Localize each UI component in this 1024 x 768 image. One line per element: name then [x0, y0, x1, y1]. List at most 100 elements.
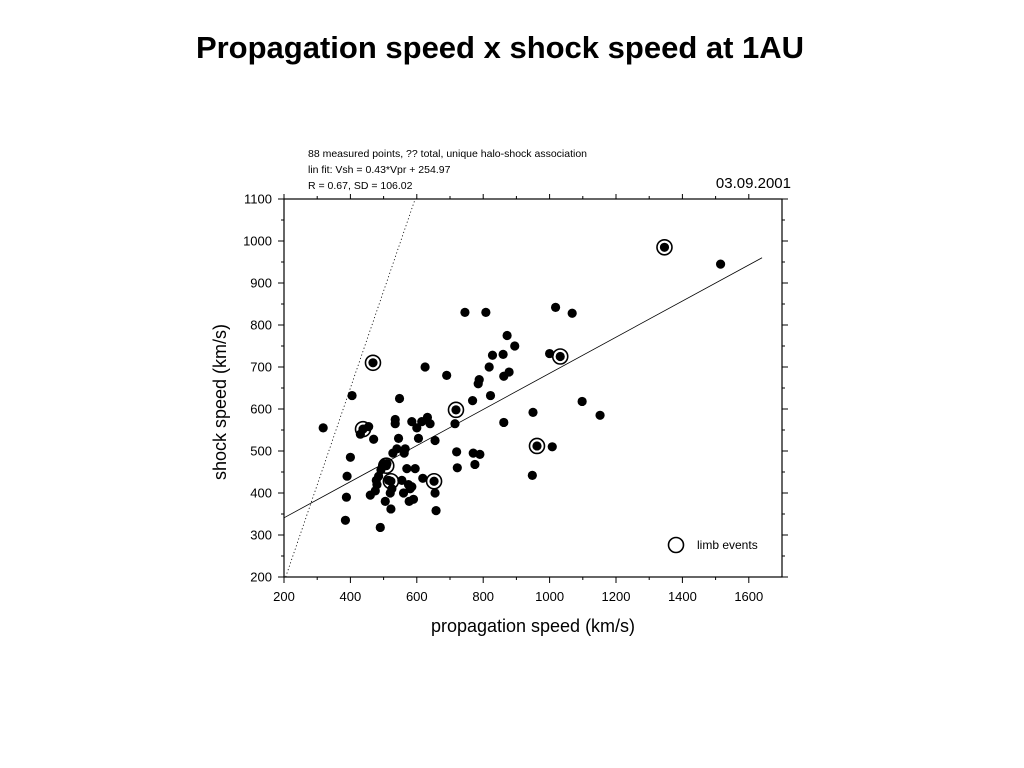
data-points [318, 239, 726, 533]
data-point [369, 434, 379, 444]
limb-event-ring [447, 401, 465, 419]
data-point [430, 435, 440, 446]
fit-lines [283, 198, 763, 578]
data-point [577, 396, 587, 407]
x-axis-label: propagation speed (km/s) [431, 616, 635, 636]
limb-event-ring [656, 239, 673, 256]
data-point [342, 471, 352, 481]
limb-event-point [358, 424, 368, 434]
y-tick-label: 900 [250, 276, 272, 291]
data-point [450, 419, 460, 429]
data-point [413, 433, 424, 443]
data-point [567, 308, 577, 318]
data-point [547, 442, 557, 452]
data-point [470, 459, 480, 470]
data-point [425, 419, 435, 429]
y-tick-label: 600 [250, 402, 272, 417]
note-measured-points: 88 measured points, ?? total, unique hal… [308, 148, 588, 160]
limb-event-ring [528, 437, 546, 455]
y-tick-label: 500 [250, 444, 272, 459]
legend: limb events [667, 536, 758, 554]
limb-event-ring [382, 472, 400, 490]
y-tick-label: 1000 [243, 234, 272, 249]
y-tick-label: 800 [250, 318, 272, 333]
data-point [528, 407, 538, 417]
tick-labels: 200 400 600 800 1000 1200 1400 1600 200 300 400 500… [243, 192, 763, 605]
data-point [715, 259, 726, 269]
limb-event-ring [364, 354, 382, 372]
x-tick-label: 200 [273, 589, 295, 604]
reference-line [285, 198, 416, 578]
y-tick-label: 1100 [244, 192, 272, 207]
data-point [452, 463, 462, 473]
data-point [475, 449, 485, 459]
data-point [398, 488, 409, 498]
legend-limb-marker [667, 536, 685, 554]
x-tick-label: 1600 [734, 589, 763, 604]
limb-event-ring [551, 348, 569, 365]
data-point [498, 349, 508, 359]
limb-event-point [532, 441, 542, 451]
limb-event-point [451, 405, 461, 415]
data-point [397, 475, 407, 485]
page-title: Propagation speed x shock speed at 1AU [195, 30, 805, 65]
data-point [442, 370, 452, 380]
data-point [392, 444, 402, 454]
limb-event-ring [354, 420, 372, 438]
limb-event-point [381, 461, 391, 471]
data-point [502, 330, 512, 341]
data-point [372, 480, 382, 490]
data-point [510, 341, 520, 351]
data-point [550, 302, 561, 312]
data-point [390, 419, 400, 429]
data-point [341, 492, 352, 502]
data-point [481, 307, 491, 317]
data-point [460, 307, 470, 317]
data-point [380, 496, 390, 506]
data-point [400, 444, 410, 454]
axis-ticks [278, 194, 788, 583]
data-point [408, 494, 419, 504]
data-point [474, 375, 484, 385]
data-point [484, 362, 494, 372]
legend-limb-label: limb events [697, 538, 758, 552]
limb-event-point [368, 358, 378, 368]
data-point [431, 506, 441, 516]
y-tick-label: 700 [250, 360, 272, 375]
date-label: 03.09.2001 [716, 175, 791, 192]
limb-event-ring [377, 457, 395, 475]
data-point [485, 390, 496, 401]
limb-event-point [659, 242, 670, 252]
data-point [527, 470, 537, 480]
x-tick-label: 600 [406, 589, 428, 604]
data-point [340, 515, 351, 525]
limb-event-point [386, 476, 396, 486]
data-point [407, 417, 417, 427]
y-axis-label: shock speed (km/s) [210, 324, 230, 480]
note-correlation: R = 0.67, SD = 106.02 [308, 180, 413, 192]
data-point [504, 367, 514, 377]
y-tick-label: 400 [250, 486, 272, 501]
data-point [420, 362, 430, 372]
data-point [499, 417, 509, 428]
y-tick-label: 300 [250, 528, 272, 543]
data-point [418, 473, 428, 483]
data-point [407, 482, 417, 492]
limb-event-point [555, 351, 565, 362]
linear-fit-line [283, 257, 763, 519]
data-point [410, 464, 420, 474]
y-tick-label: 200 [250, 570, 272, 585]
note-linear-fit: lin fit: Vsh = 0.43*Vpr + 254.97 [308, 164, 451, 176]
data-point [393, 433, 404, 443]
data-point [430, 488, 440, 498]
data-point [487, 350, 498, 360]
data-point [452, 447, 462, 457]
data-point [402, 464, 412, 474]
x-tick-label: 1400 [668, 589, 697, 604]
data-point [345, 452, 355, 462]
data-point [545, 348, 555, 359]
limb-event-point [429, 476, 439, 486]
data-point [412, 423, 422, 433]
data-point [386, 504, 396, 514]
